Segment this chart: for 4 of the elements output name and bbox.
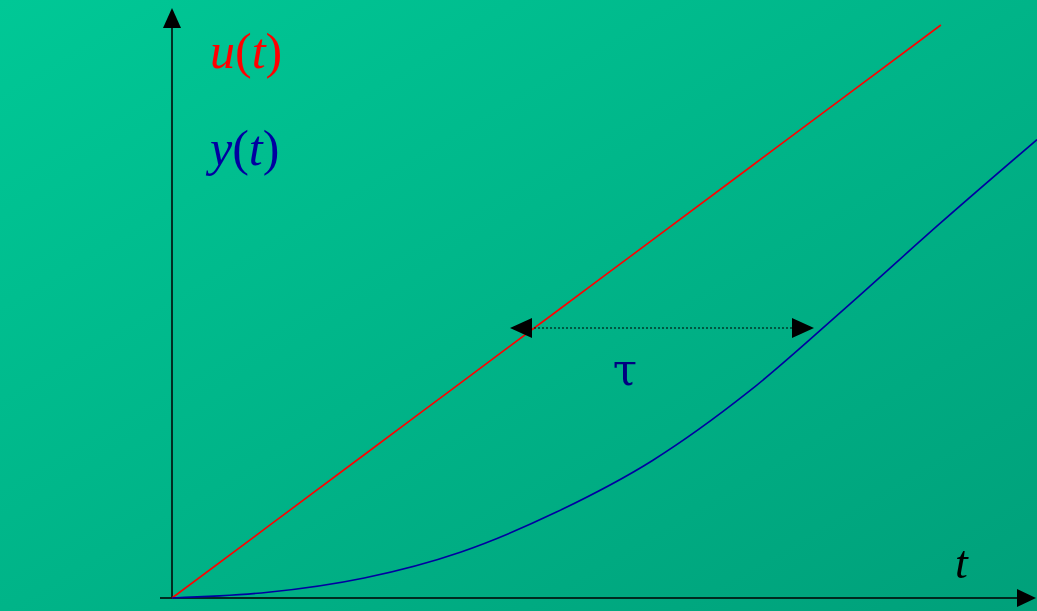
text: u(t)	[210, 23, 283, 79]
text: y(t)	[205, 120, 280, 176]
x-axis-title: t	[955, 537, 969, 588]
annotation: τ	[612, 344, 638, 395]
